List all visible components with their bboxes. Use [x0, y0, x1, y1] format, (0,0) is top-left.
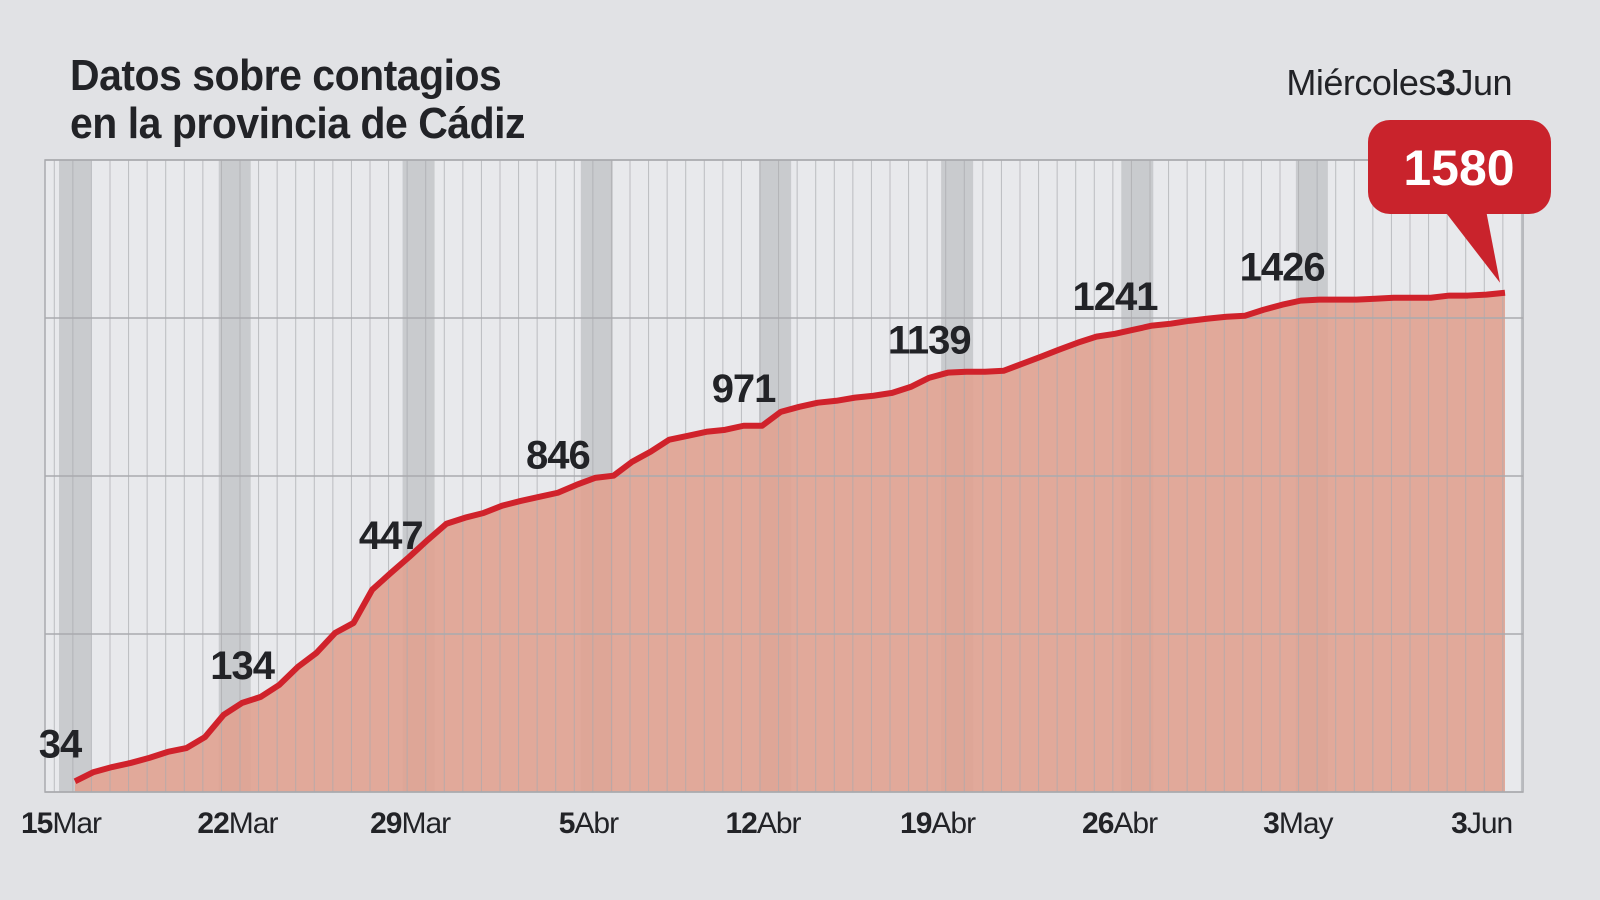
x-tick-label: 3May — [1263, 807, 1333, 840]
x-tick-month: Jun — [1467, 807, 1512, 840]
x-tick-month: May — [1279, 807, 1334, 840]
x-tick-month: Abr — [574, 807, 619, 840]
x-tick-day: 12 — [725, 807, 757, 840]
value-label: 1139 — [888, 319, 971, 363]
area-fill — [75, 292, 1505, 792]
x-tick-day: 26 — [1082, 807, 1114, 840]
x-tick-label: 22Mar — [197, 807, 278, 840]
value-label: 34 — [39, 722, 83, 766]
x-tick-label: 12Abr — [725, 807, 801, 840]
series-line — [73, 289, 1506, 784]
x-tick-label: 26Abr — [1082, 807, 1158, 840]
x-tick-label: 3Jun — [1451, 807, 1512, 840]
x-tick-day: 5 — [559, 807, 575, 840]
value-label: 134 — [210, 644, 275, 688]
x-tick-month: Mar — [52, 807, 102, 840]
callout-bubble — [1368, 120, 1551, 214]
report-date: Miércoles3Jun — [1286, 62, 1512, 104]
x-tick-day: 3 — [1263, 807, 1279, 840]
x-tick-label: 29Mar — [370, 807, 451, 840]
x-tick-month: Abr — [1113, 807, 1158, 840]
x-tick-label: 19Abr — [900, 807, 976, 840]
x-tick-month: Abr — [931, 807, 976, 840]
value-label: 1241 — [1073, 275, 1159, 319]
x-tick-label: 5Abr — [559, 807, 619, 840]
value-label: 846 — [526, 434, 590, 478]
value-label: 1426 — [1240, 246, 1325, 290]
x-tick-label: 15Mar — [21, 807, 102, 840]
chart-title-line-1: Datos sobre contagios — [70, 51, 502, 100]
x-tick-month: Mar — [229, 807, 279, 840]
x-tick-day: 15 — [21, 807, 53, 840]
plot-border — [44, 159, 1524, 793]
callout-pointer — [1440, 205, 1500, 283]
report-weekday: Miércoles — [1286, 62, 1436, 103]
report-day: 3 — [1435, 62, 1456, 103]
value-label: 971 — [712, 367, 776, 411]
callout-value: 1580 — [1403, 140, 1514, 196]
x-tick-month: Mar — [401, 807, 451, 840]
report-month: Jun — [1455, 62, 1512, 103]
value-label: 447 — [359, 514, 423, 558]
x-tick-day: 19 — [900, 807, 932, 840]
x-tick-day: 3 — [1451, 807, 1467, 840]
x-tick-day: 22 — [197, 807, 229, 840]
x-tick-month: Abr — [757, 807, 802, 840]
chart-title: Datos sobre contagios en la provincia de… — [70, 52, 525, 148]
x-tick-day: 29 — [370, 807, 402, 840]
chart-title-line-2: en la provincia de Cádiz — [70, 99, 526, 148]
